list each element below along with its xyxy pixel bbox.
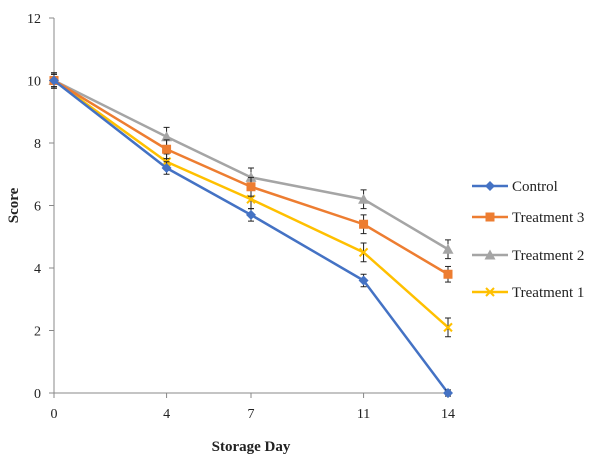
y-tick-label: 6 — [34, 200, 41, 215]
series-layer — [48, 72, 454, 398]
data-point-treatment-3 — [246, 182, 256, 192]
legend-marker — [485, 287, 495, 297]
data-point-control — [49, 75, 59, 86]
legend-label: Control — [512, 179, 558, 195]
y-tick-label: 2 — [34, 325, 41, 340]
legend-item-treatment-3: Treatment 3 — [472, 210, 584, 226]
data-point-control — [246, 209, 256, 220]
legend-item-treatment-1: Treatment 1 — [472, 285, 584, 301]
marker-stroke — [485, 287, 495, 297]
series-control — [49, 73, 453, 398]
series-line-control — [53, 79, 449, 394]
legend-label: Treatment 1 — [512, 285, 584, 301]
y-tick-label: 12 — [27, 12, 41, 27]
data-point-control — [443, 388, 453, 398]
data-point-control — [161, 163, 172, 173]
legend-item-treatment-2: Treatment 2 — [472, 248, 584, 264]
y-tick-label: 0 — [34, 387, 41, 402]
data-point-treatment-3 — [162, 144, 172, 154]
series-treatment-2 — [48, 72, 454, 260]
y-tick-label: 10 — [27, 75, 41, 90]
legend-label: Treatment 2 — [512, 248, 584, 264]
legend-marker — [484, 249, 496, 260]
x-tick-label: 4 — [163, 407, 170, 422]
legend: Control Treatment 3 Treatment 2 Treatment 1 — [472, 179, 584, 301]
data-point-treatment-2 — [161, 131, 173, 142]
marker-stroke — [443, 322, 453, 333]
axes: 0 2 4 6 8 10 12 0 4 7 11 14 — [27, 12, 455, 422]
series-treatment-3 — [49, 73, 453, 283]
data-point-treatment-1 — [358, 247, 369, 258]
data-point-treatment-2 — [358, 193, 370, 204]
data-point-treatment-3 — [359, 219, 369, 229]
data-point-control — [358, 275, 369, 286]
x-axis-title: Storage Day — [212, 439, 291, 455]
y-axis-title: Score — [6, 187, 22, 223]
legend-marker — [485, 181, 495, 191]
x-tick-label: 7 — [248, 407, 255, 422]
x-tick-label: 11 — [357, 407, 370, 422]
legend-item-control: Control — [472, 179, 558, 195]
data-point-treatment-2 — [442, 243, 454, 254]
legend-marker — [485, 212, 495, 222]
series-line-treatment-2 — [53, 79, 449, 251]
y-tick-label: 4 — [34, 262, 41, 277]
x-tick-label: 14 — [441, 407, 455, 422]
legend-label: Treatment 3 — [512, 210, 584, 226]
data-point-treatment-3 — [443, 269, 453, 279]
y-tick-label: 8 — [34, 137, 41, 152]
x-tick-label: 0 — [51, 407, 58, 422]
data-point-treatment-1 — [443, 322, 453, 333]
marker-stroke — [358, 247, 369, 258]
